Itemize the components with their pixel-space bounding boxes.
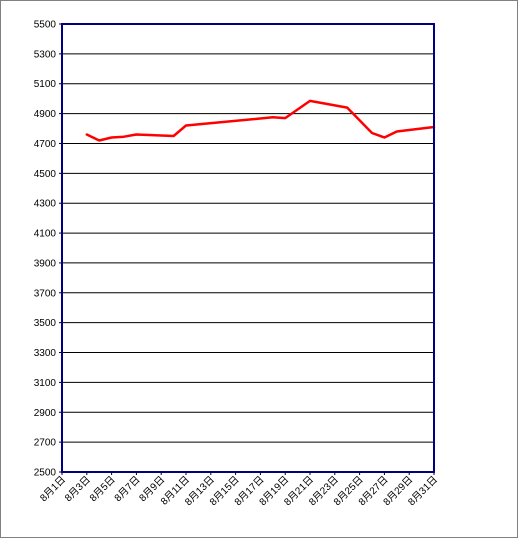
y-tick-label: 3100 xyxy=(34,378,57,389)
x-tick-label: 8月5日 xyxy=(87,474,117,504)
y-tick-label: 4100 xyxy=(34,229,57,240)
y-tick-label: 5100 xyxy=(34,79,57,90)
grid-lines xyxy=(62,53,434,443)
y-tick-label: 4700 xyxy=(34,139,57,150)
x-tick-label: 8月7日 xyxy=(112,474,142,504)
y-tick-label: 3300 xyxy=(34,348,57,359)
y-tick-label: 2700 xyxy=(34,438,57,449)
data-series xyxy=(85,99,436,142)
plot-area-border xyxy=(61,23,435,473)
y-tick-label: 2900 xyxy=(34,408,57,419)
y-tick-label: 5500 xyxy=(34,20,57,31)
x-axis-tick-labels: 8月1日8月3日8月5日8月7日8月9日8月11日8月13日8月15日8月17日… xyxy=(38,472,440,508)
y-tick-label: 3500 xyxy=(34,318,57,329)
series-line-0 xyxy=(85,99,436,142)
x-tick-label: 8月3日 xyxy=(62,474,92,504)
y-tick-label: 3900 xyxy=(34,258,57,269)
y-tick-label: 2500 xyxy=(34,468,57,479)
y-tick-label: 5300 xyxy=(34,49,57,60)
y-tick-label: 4300 xyxy=(34,199,57,210)
y-tick-label: 4900 xyxy=(34,109,57,120)
y-axis-tick-labels: 2500 2700 2900 3100 3300 3500 3700 3900 4100 4300… xyxy=(34,20,62,479)
y-tick-label: 4500 xyxy=(34,169,57,180)
y-tick-label: 3700 xyxy=(34,288,57,299)
